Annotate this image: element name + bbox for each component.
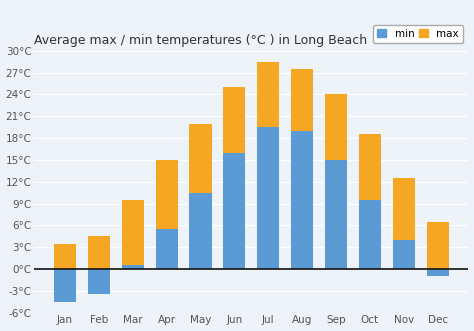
Bar <box>325 160 347 269</box>
Bar <box>427 222 449 269</box>
Bar <box>291 69 313 269</box>
Bar <box>155 160 178 269</box>
Bar <box>223 87 246 269</box>
Bar <box>257 62 279 269</box>
Bar <box>427 269 449 276</box>
Bar <box>88 269 110 295</box>
Bar <box>54 244 76 269</box>
Bar <box>393 240 415 269</box>
Bar <box>257 127 279 269</box>
Bar <box>190 193 211 269</box>
Bar <box>190 123 211 269</box>
Bar <box>223 153 246 269</box>
Text: Average max / min temperatures (°C ) in Long Beach: Average max / min temperatures (°C ) in … <box>34 34 367 47</box>
Bar <box>88 236 110 269</box>
Bar <box>291 131 313 269</box>
Legend: min, max: min, max <box>373 24 463 43</box>
Bar <box>359 134 381 269</box>
Bar <box>54 269 76 302</box>
Bar <box>122 200 144 269</box>
Bar <box>122 265 144 269</box>
Bar <box>325 94 347 269</box>
Bar <box>359 200 381 269</box>
Bar <box>155 229 178 269</box>
Bar <box>393 178 415 269</box>
